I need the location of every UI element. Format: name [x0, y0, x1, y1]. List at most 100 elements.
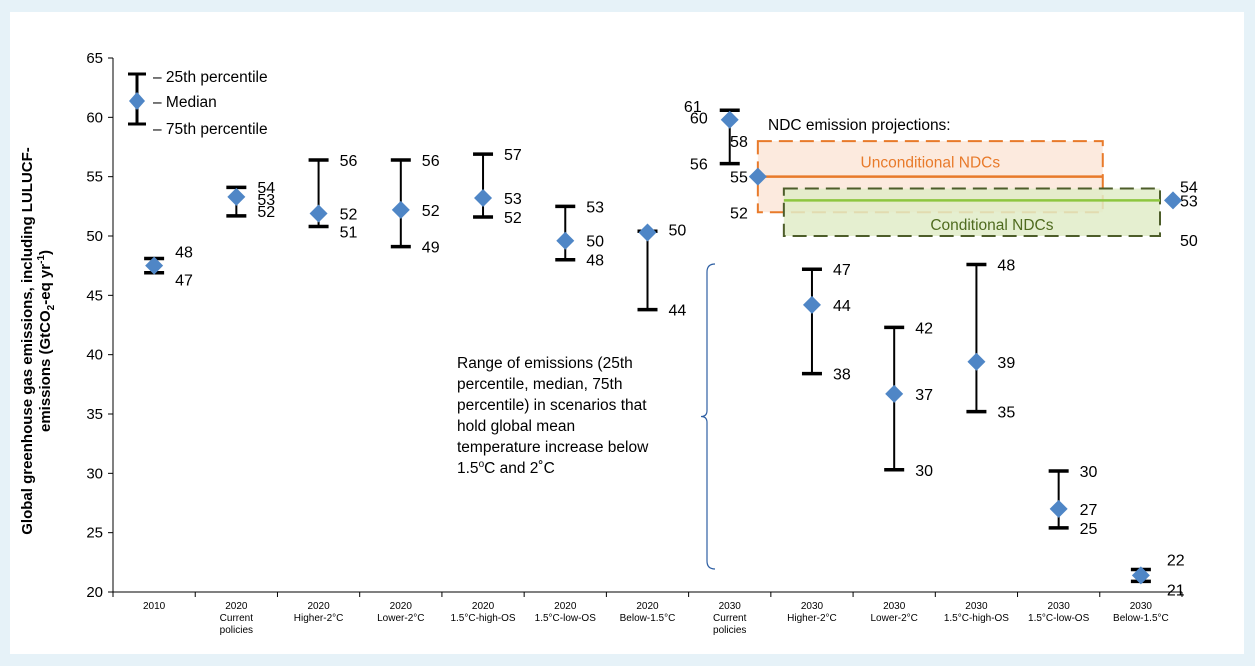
- data-value-label: 57: [504, 147, 522, 164]
- data-value-label: 47: [833, 262, 851, 279]
- conditional-ndc-label: Conditional NDCs: [930, 217, 1053, 234]
- data-value-label: 39: [997, 355, 1015, 372]
- data-point-group: 48 39 35: [966, 257, 1015, 422]
- data-value-label: 52: [340, 206, 358, 223]
- median-marker: [309, 204, 328, 223]
- y-axis-title-line-2: emissions (GtCO2-eq yr-1): [36, 250, 57, 432]
- range-annotation: Range of emissions (25th percentile, med…: [457, 263, 716, 570]
- legend-median-label: – Median: [153, 94, 217, 111]
- x-category-label: policies: [713, 625, 746, 636]
- x-category-label: Below-1.5°C: [1113, 613, 1169, 624]
- y-tick-label: 35: [86, 406, 103, 423]
- ndc-unconditional-top-label: 58: [730, 134, 748, 151]
- x-category-label: 2030: [1130, 601, 1153, 612]
- conditional-ndc-marker: [1164, 191, 1182, 210]
- y-tick-label: 45: [86, 287, 103, 304]
- x-category-label: Lower-2°C: [871, 613, 918, 624]
- x-category-label: 2020: [390, 601, 413, 612]
- median-marker: [638, 223, 657, 242]
- ndc-conditional-bottom-label: 50: [1180, 233, 1198, 250]
- median-marker: [720, 110, 739, 129]
- annotation-line-1: Range of emissions (25th: [457, 355, 633, 372]
- data-value-label: 50: [669, 222, 687, 239]
- data-value-label: 56: [422, 153, 440, 170]
- x-category-label: 2030: [719, 601, 742, 612]
- median-marker: [391, 200, 410, 219]
- ndc-markers: [748, 167, 1182, 210]
- data-value-label: 47: [175, 273, 193, 290]
- data-value-label: 22: [1167, 552, 1185, 569]
- legend: – 25th percentile – Median – 75th percen…: [128, 69, 268, 138]
- data-point-group: 42 37 30: [884, 320, 933, 480]
- y-tick-label: 55: [86, 169, 103, 186]
- annotation-line-2: percentile, median, 75th: [457, 376, 622, 393]
- ndc-title: NDC emission projections:: [768, 117, 951, 134]
- unconditional-ndc-label: Unconditional NDCs: [861, 155, 1001, 172]
- data-point-group: 22 21: [1130, 552, 1185, 599]
- x-category-label: Current: [220, 613, 254, 624]
- data-value-label: 50: [586, 234, 604, 251]
- x-category-label: 2020: [554, 601, 577, 612]
- annotation-line-5: temperature increase below: [457, 439, 649, 456]
- legend-median-marker: [129, 92, 145, 110]
- data-value-label: 27: [1080, 502, 1098, 519]
- data-value-label: 53: [586, 199, 604, 216]
- data-value-label: 30: [1080, 464, 1098, 481]
- ndc-unconditional-median-label: 55: [730, 170, 748, 187]
- data-value-label: 25: [1080, 521, 1098, 538]
- median-marker: [145, 256, 164, 275]
- data-point-group: 50 44: [637, 222, 687, 320]
- median-marker: [967, 352, 986, 371]
- data-point-group: 53 50 48: [555, 199, 604, 270]
- y-tick-label: 20: [86, 584, 103, 601]
- x-category-label: Lower-2°C: [377, 613, 424, 624]
- data-value-label: 48: [586, 253, 604, 270]
- x-category-label: 2020: [307, 601, 330, 612]
- x-category-label: 1.5°C-high-OS: [450, 613, 515, 624]
- data-value-label: 30: [915, 463, 933, 480]
- y-tick-label: 50: [86, 228, 103, 245]
- x-category-label: policies: [220, 625, 253, 636]
- y-axis-title: Global greenhouse gas emissions, includi…: [19, 147, 57, 535]
- ndc-conditional-top-label: 54: [1180, 180, 1198, 197]
- ndc-projections: NDC emission projections: Unconditional …: [730, 117, 1198, 250]
- median-marker: [474, 189, 493, 208]
- median-marker: [227, 187, 246, 206]
- data-value-label: 52: [504, 210, 522, 227]
- ndc-conditional-median-label: 53: [1180, 193, 1198, 210]
- chart-panel: Global greenhouse gas emissions, includi…: [10, 12, 1244, 654]
- data-value-label: 53: [257, 192, 275, 209]
- y-tick-label: 30: [86, 465, 103, 482]
- data-point-group: 30 27 25: [1048, 464, 1098, 538]
- data-value-label: 21: [1167, 582, 1185, 599]
- median-marker: [885, 384, 904, 403]
- data-value-label: 44: [833, 298, 851, 315]
- data-value-label: 52: [257, 204, 275, 221]
- data-value-label: 48: [175, 245, 193, 262]
- data-point-group: 47 44 38: [801, 262, 851, 384]
- data-value-label: 52: [422, 203, 440, 220]
- median-marker: [802, 295, 821, 314]
- y-tick-label: 40: [86, 347, 103, 364]
- data-value-label: 56: [690, 157, 708, 174]
- data-value-label: 48: [997, 257, 1015, 274]
- legend-p75-label: – 75th percentile: [153, 121, 268, 138]
- x-category-label: 2030: [965, 601, 988, 612]
- x-category-label: 1.5°C-low-OS: [535, 613, 597, 624]
- data-marks: 4847545352565251565249575352535048504461…: [144, 99, 1185, 599]
- data-value-label: 42: [915, 320, 933, 337]
- data-point-group: 56 52 49: [390, 153, 440, 257]
- y-tick-label: 65: [86, 50, 103, 67]
- x-category-label: 2030: [801, 601, 824, 612]
- y-axis-title-line-1: Global greenhouse gas emissions, includi…: [19, 147, 36, 535]
- data-value-label: 35: [997, 405, 1015, 422]
- legend-p25-label: – 25th percentile: [153, 69, 268, 86]
- ndc-unconditional-bottom-label: 52: [730, 205, 748, 222]
- x-category-label: 2030: [883, 601, 906, 612]
- range-brace: [700, 263, 716, 570]
- x-category-label: Higher-2°C: [294, 613, 344, 624]
- annotation-line-3: percentile) in scenarios that: [457, 397, 647, 414]
- data-point-group: 48 47: [144, 245, 193, 290]
